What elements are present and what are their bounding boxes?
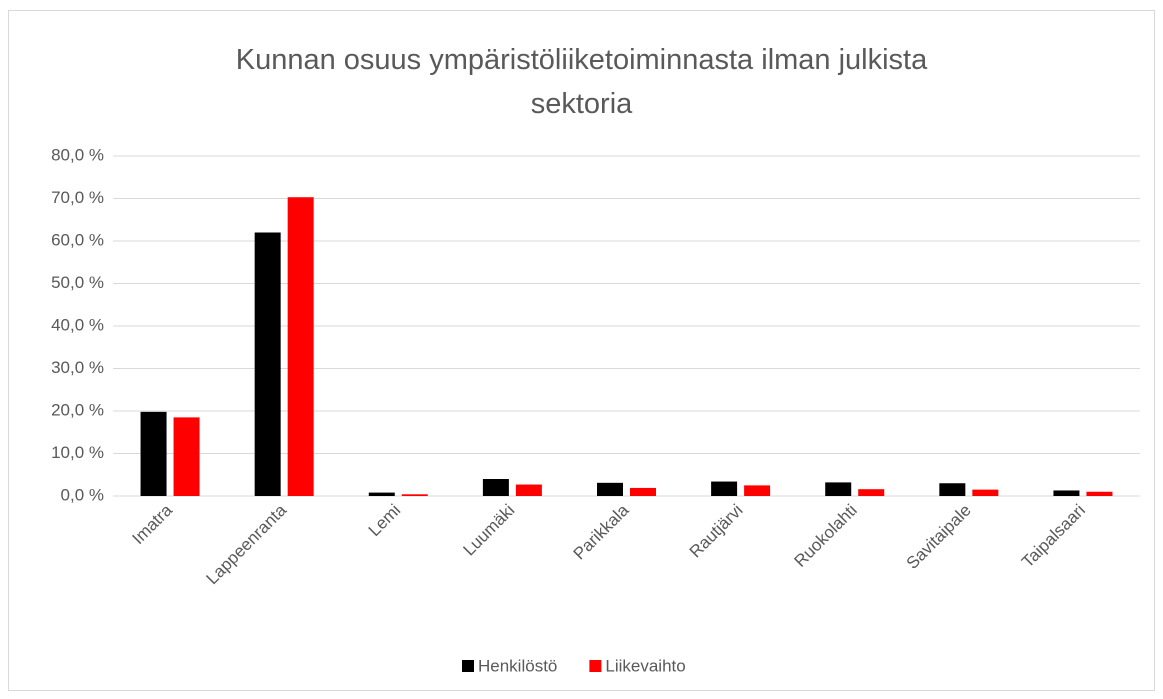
y-tick-label: 40,0 % [51, 315, 104, 334]
legend-swatch [462, 660, 474, 672]
y-tick-label: 80,0 % [51, 145, 104, 164]
x-tick-label: Parikkala [570, 500, 633, 563]
bar [368, 492, 395, 496]
bar [287, 197, 314, 496]
x-tick-label: Imatra [129, 500, 177, 548]
chart-border [8, 10, 1155, 691]
bar [630, 487, 656, 496]
bar [173, 417, 200, 496]
bar [744, 485, 771, 496]
y-tick-label: 10,0 % [51, 443, 104, 462]
y-tick-label: 20,0 % [51, 400, 104, 419]
x-tick-label: Rautjärvi [686, 501, 747, 562]
bar [515, 484, 542, 496]
y-tick-label: 50,0 % [51, 273, 104, 292]
bar [711, 481, 738, 496]
bar [597, 482, 623, 496]
y-tick-label: 30,0 % [51, 358, 104, 377]
bar [825, 482, 852, 496]
bar [972, 489, 999, 496]
bar [140, 411, 167, 496]
y-tick-label: 0,0 % [61, 485, 104, 504]
y-tick-label: 60,0 % [51, 230, 104, 249]
bar [1053, 490, 1080, 496]
x-tick-label: Luumäki [460, 501, 519, 560]
bar [482, 479, 509, 496]
bar [401, 494, 428, 496]
x-tick-label: Taipalsaari [1018, 501, 1089, 572]
bar [1086, 491, 1113, 496]
y-tick-label: 70,0 % [51, 188, 104, 207]
x-tick-label: Savitaipale [903, 501, 975, 573]
x-tick-label: Ruokolahti [790, 501, 860, 571]
chart-title: Kunnan osuus ympäristöliiketoiminnasta i… [235, 44, 928, 120]
x-tick-label: Lappeenranta [203, 500, 291, 588]
legend-swatch [589, 660, 602, 672]
bar [254, 232, 281, 496]
bar [858, 489, 885, 496]
bar [939, 483, 966, 496]
legend-label: Liikevaihto [605, 656, 685, 675]
legend-label: Henkilöstö [478, 656, 557, 675]
x-tick-label: Lemi [365, 501, 404, 540]
